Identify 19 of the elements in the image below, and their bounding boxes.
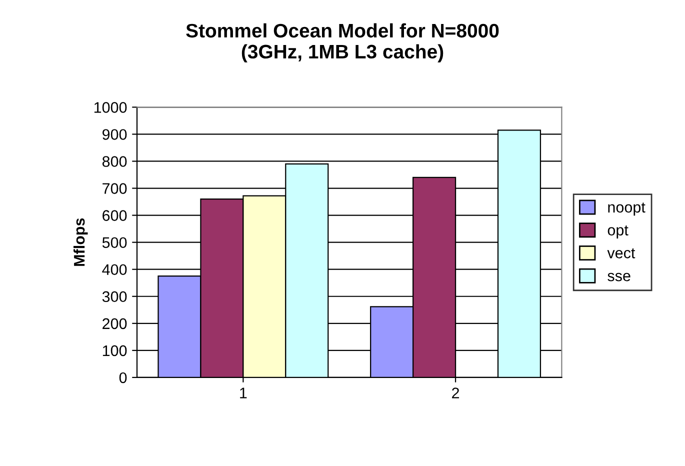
y-tick-label: 600	[102, 210, 127, 221]
y-tick-label: 100	[102, 345, 127, 356]
y-tick-label: 800	[102, 156, 127, 167]
y-tick-label: 0	[119, 372, 127, 384]
y-axis-title: Mflops	[73, 218, 88, 266]
y-tick-label: 700	[102, 183, 127, 194]
y-tick-label: 400	[102, 264, 127, 276]
legend-label: sse	[608, 272, 630, 282]
y-tick-label: 1000	[94, 102, 127, 113]
y-tick-label: 300	[102, 291, 127, 302]
chart-title: Stommel Ocean Model for N=8000 (3GHz, 1MB L3 cache)	[186, 23, 499, 62]
legend-label: opt	[608, 225, 628, 238]
y-tick-label: 200	[102, 318, 127, 330]
legend-label: noopt	[608, 202, 646, 216]
y-tick-label: 500	[102, 237, 127, 248]
x-tick-label: 2	[452, 388, 460, 398]
legend-label: vect	[607, 248, 636, 258]
y-tick-label: 900	[102, 129, 127, 140]
x-tick-label: 1	[240, 388, 247, 398]
